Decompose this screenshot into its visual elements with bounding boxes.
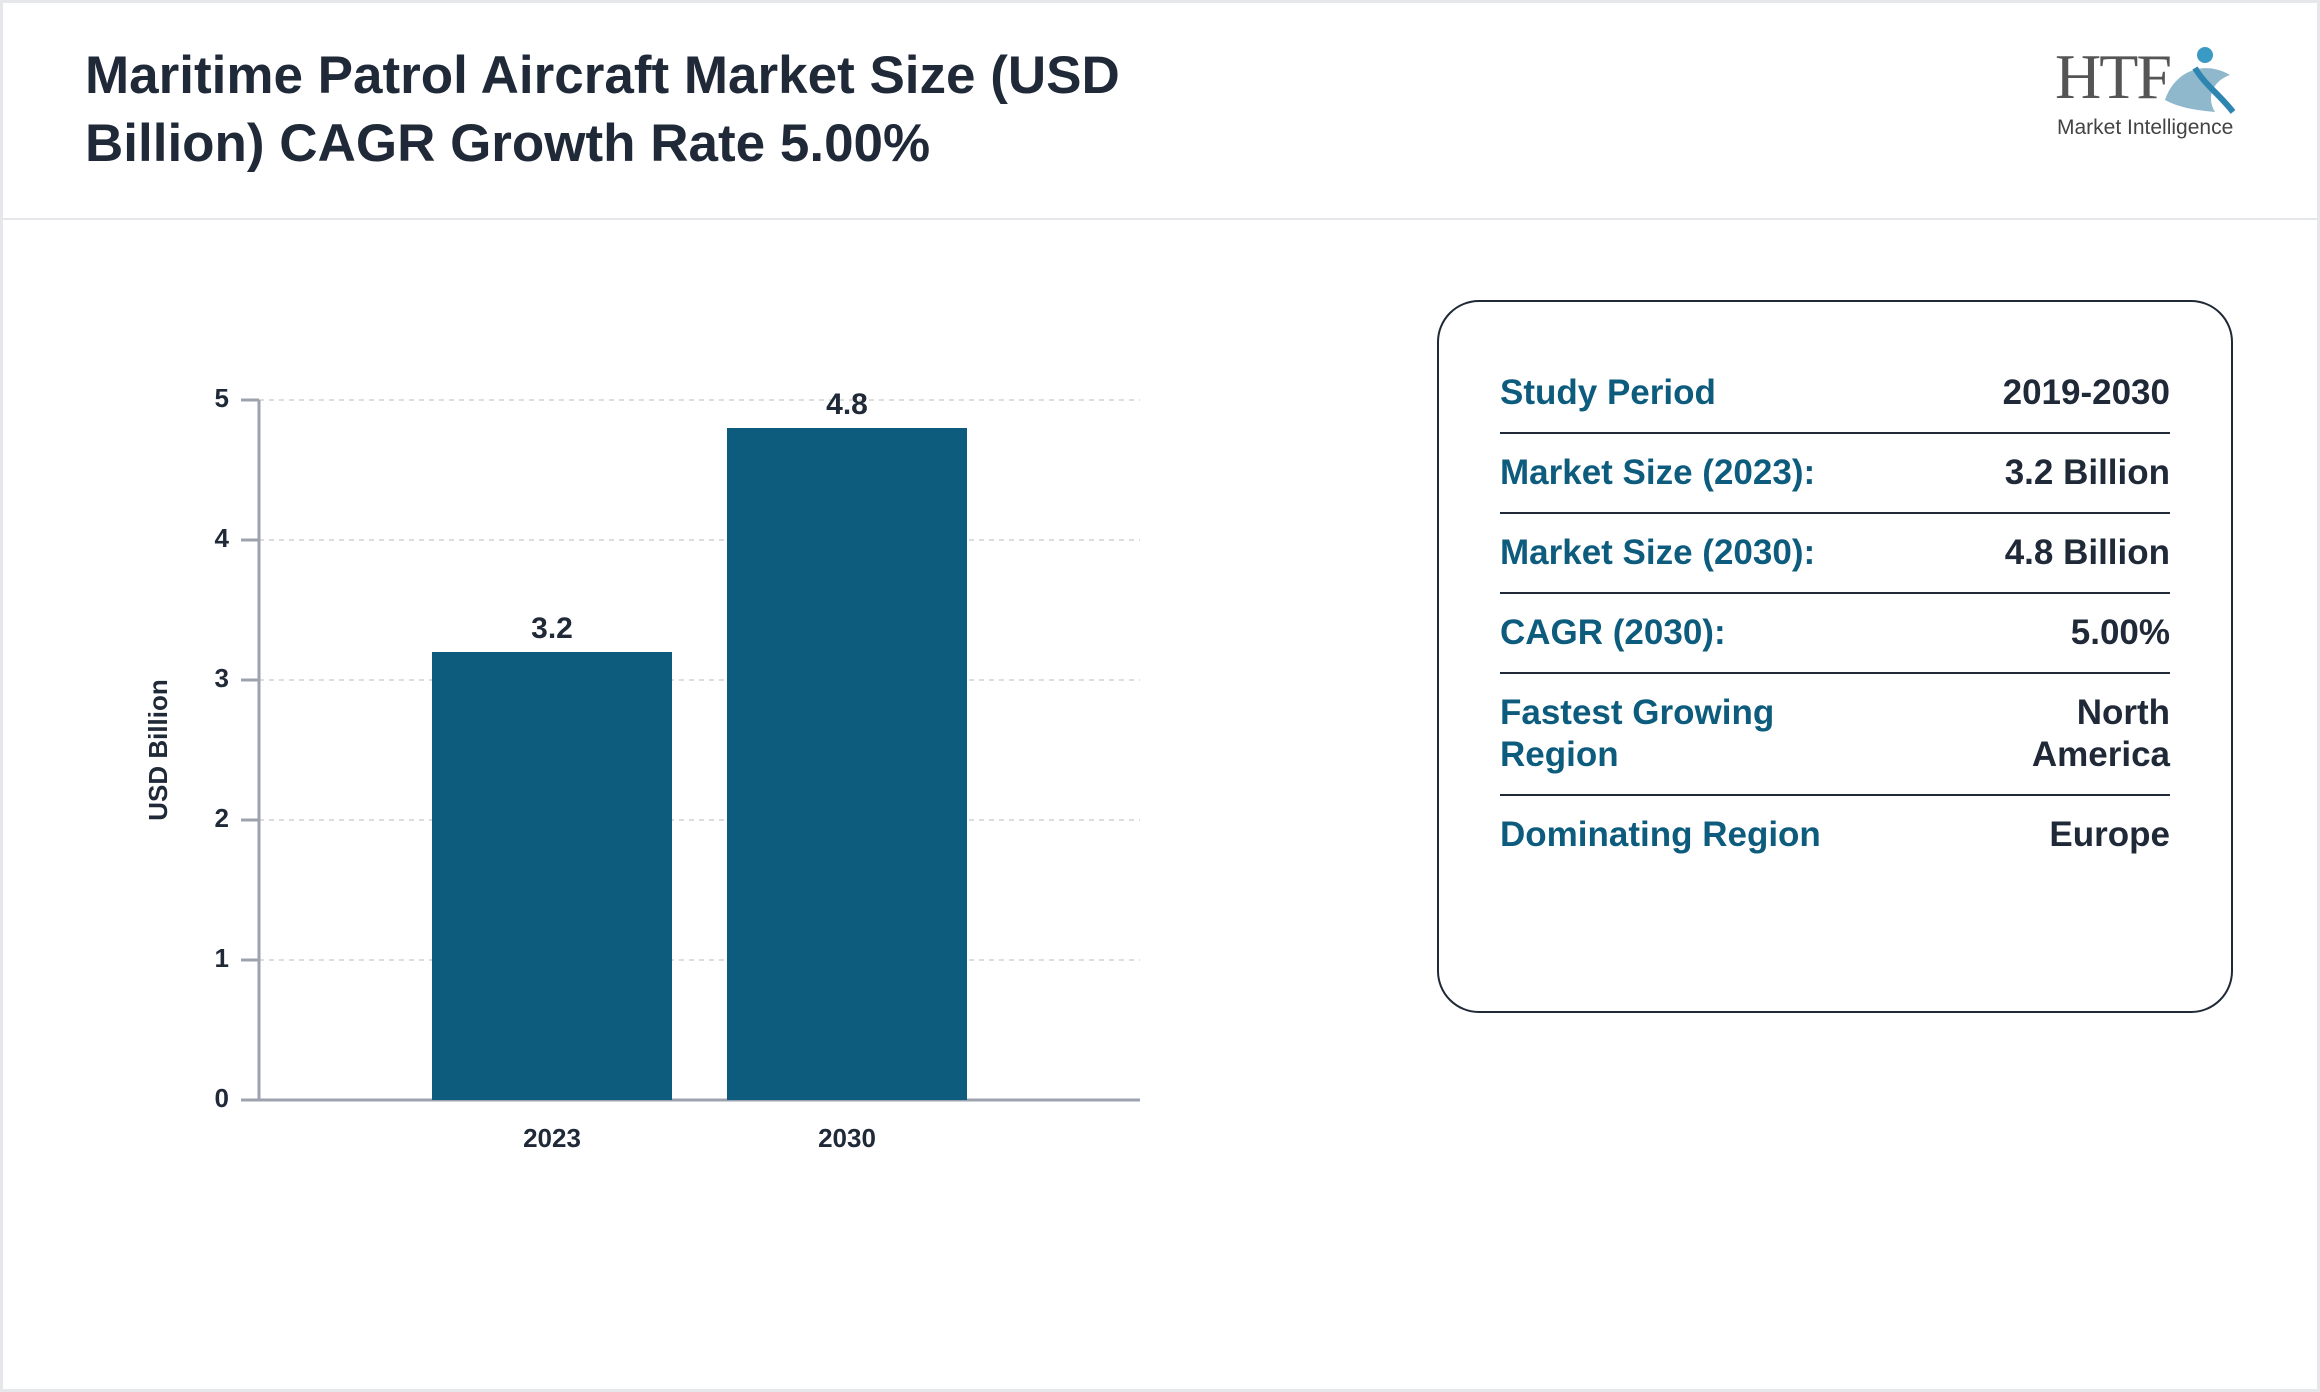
info-value: 4.8 Billion — [2004, 533, 2170, 572]
info-value: 5.00% — [2070, 613, 2170, 652]
info-label: CAGR (2030): — [1500, 613, 1726, 652]
info-row: CAGR (2030): 5.00% — [1500, 594, 2170, 674]
info-label: Study Period — [1500, 373, 1716, 412]
chart: USD Billion 0 1 2 3 4 5 2023 3.2 2030 4.8 — [143, 383, 1140, 1153]
info-value: North America — [2031, 693, 2170, 774]
info-label: Market Size (2023): — [1500, 453, 1816, 492]
info-value: 3.2 Billion — [2004, 453, 2170, 492]
x-tick-label: 2023 — [523, 1123, 581, 1153]
y-tick-label: 0 — [215, 1083, 229, 1113]
info-row: Market Size (2023): 3.2 Billion — [1500, 434, 2170, 514]
logo-mark: HTF — [2055, 41, 2172, 112]
info-card: Study Period 2019-2030 Market Size (2023):… — [1437, 300, 2233, 1013]
value-label: 3.2 — [531, 612, 573, 645]
info-row: Fastest Growing Region North America — [1500, 674, 2170, 796]
value-label: 4.8 — [826, 388, 868, 421]
info-row: Study Period 2019-2030 — [1500, 354, 2170, 434]
logo: HTF Market Intelligence — [2055, 40, 2240, 145]
bar — [432, 652, 672, 1100]
bar — [727, 428, 967, 1100]
y-tick-label: 3 — [215, 663, 229, 693]
y-tick-label: 2 — [215, 803, 229, 833]
info-row: Market Size (2030): 4.8 Billion — [1500, 514, 2170, 594]
info-label: Market Size (2030): — [1500, 533, 1816, 572]
y-tick-label: 4 — [215, 523, 230, 553]
info-value: Europe — [2049, 815, 2170, 854]
x-tick-label: 2030 — [818, 1123, 876, 1153]
info-value: 2019-2030 — [2002, 373, 2170, 412]
info-label: Fastest Growing Region — [1500, 693, 1775, 774]
page-title: Maritime Patrol Aircraft Market Size (US… — [85, 46, 1120, 173]
logo-graphic — [2165, 47, 2236, 114]
header: Maritime Patrol Aircraft Market Size (US… — [0, 0, 2320, 220]
y-tick-label: 5 — [215, 383, 229, 413]
y-tick-label: 1 — [215, 943, 229, 973]
info-label: Dominating Region — [1500, 815, 1821, 854]
info-row: Dominating Region Europe — [1500, 796, 2170, 874]
y-axis-label: USD Billion — [143, 679, 173, 821]
logo-tagline: Market Intelligence — [2057, 116, 2234, 139]
